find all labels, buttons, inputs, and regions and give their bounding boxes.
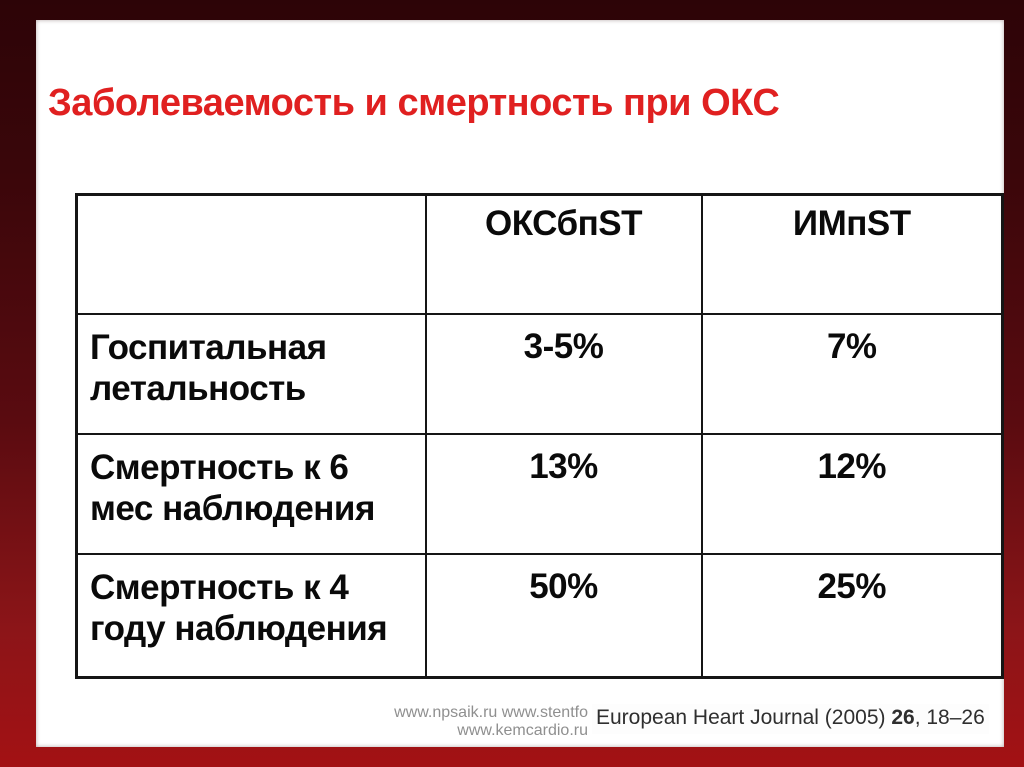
table-row-4year-mortality: Смертность к 4 году наблюдения 50% 25% [75,552,1004,679]
slide-canvas: Заболеваемость и смертность при ОКС ОКСб… [36,20,1004,747]
value-hospital-oksbpst: 3-5% [424,312,703,435]
column-header-oksbpst: ОКСбпST [424,193,703,315]
citation-prefix: European Heart Journal (2005) [596,706,892,729]
slide-title: Заболеваемость и смертность при ОКС [48,82,780,124]
table-header-row: ОКСбпST ИМпST [75,193,1004,315]
table-row-hospital-mortality: Госпитальная летальность 3-5% 7% [75,312,1004,435]
value-6month-oksbpst: 13% [424,432,703,555]
journal-citation: European Heart Journal (2005) 26, 18–26 [592,704,989,734]
value-4year-impst: 25% [700,552,1004,679]
row-label-6month-mortality: Смертность к 6 мес наблюдения [75,432,427,555]
row-label-4year-mortality: Смертность к 4 году наблюдения [75,552,427,679]
watermark-urls: www.npsaik.ru www.stentfo www.kemcardio.… [394,704,588,740]
value-4year-oksbpst: 50% [424,552,703,679]
table-row-6month-mortality: Смертность к 6 мес наблюдения 13% 12% [75,432,1004,555]
value-hospital-impst: 7% [700,312,1004,435]
column-header-impst: ИМпST [700,193,1004,315]
acs-mortality-table: ОКСбпST ИМпST Госпитальная летальность 3… [75,193,1004,679]
row-label-hospital-mortality: Госпитальная летальность [75,312,427,435]
citation-volume: 26 [891,706,915,729]
value-6month-impst: 12% [700,432,1004,555]
citation-pages: , 18–26 [914,706,985,729]
empty-corner-cell [75,193,427,315]
